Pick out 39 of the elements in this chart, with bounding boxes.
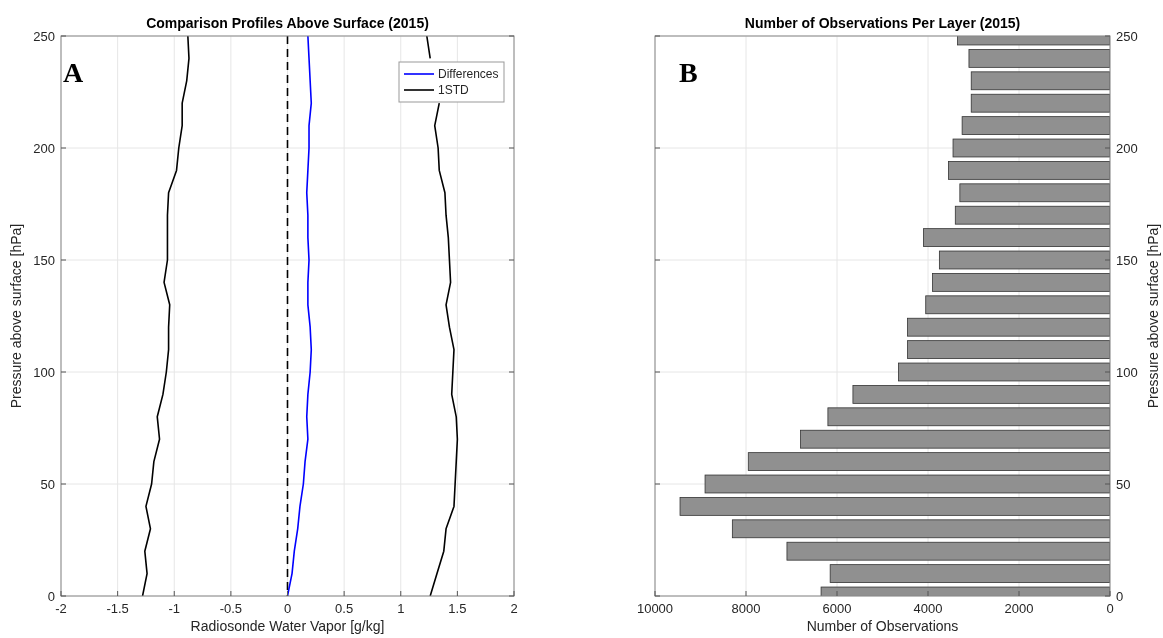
chart-title: Number of Observations Per Layer (2015) (744, 15, 1021, 31)
y-tick-label: 150 (33, 252, 55, 268)
y-tick-label: 150 (1116, 252, 1138, 268)
x-tick-label: -1 (168, 601, 181, 616)
x-tick-label: 8000 (731, 601, 761, 616)
x-tick-label: 0.5 (335, 601, 354, 616)
y-tick-label: 50 (1116, 476, 1131, 492)
y-tick-label: 0 (1116, 588, 1124, 604)
y-axis-title: Pressure above surface [hPa] (1145, 223, 1161, 409)
x-tick-label: -0.5 (219, 601, 243, 616)
annotation: B (679, 57, 698, 88)
x-tick-label: -2 (55, 601, 67, 616)
x-tick-label: 0 (1106, 601, 1114, 616)
x-tick-label: 0 (283, 601, 292, 616)
legend-label: 1STD (438, 83, 470, 97)
y-tick-label: 0 (47, 588, 55, 604)
y-tick-label: 100 (33, 364, 55, 380)
y-tick-label: 200 (33, 140, 55, 156)
y-tick-label: 250 (1116, 28, 1138, 44)
chart-title: Comparison Profiles Above Surface (2015) (146, 15, 429, 31)
x-axis-title: Number of Observations (806, 618, 959, 634)
y-tick-label: 250 (33, 28, 55, 44)
y-tick-label: 100 (1116, 364, 1138, 380)
x-tick-label: 2000 (1004, 601, 1034, 616)
y-tick-label: 200 (1116, 140, 1138, 156)
x-tick-label: 10000 (636, 601, 674, 616)
x-axis-title: Radiosonde Water Vapor [g/kg] (190, 618, 385, 634)
x-tick-label: -1.5 (106, 601, 129, 616)
legend-label: Differences (438, 67, 499, 81)
y-tick-label: 50 (40, 476, 55, 492)
x-tick-label: 6000 (822, 601, 852, 616)
x-tick-label: 2 (510, 601, 518, 616)
line-series (286, 36, 313, 596)
x-tick-label: 1.5 (448, 601, 467, 616)
line-series (141, 36, 190, 596)
x-tick-label: 1 (397, 601, 405, 616)
y-axis-title: Pressure above surface [hPa] (8, 223, 24, 409)
x-tick-label: 4000 (913, 601, 943, 616)
annotation: A (63, 57, 84, 88)
